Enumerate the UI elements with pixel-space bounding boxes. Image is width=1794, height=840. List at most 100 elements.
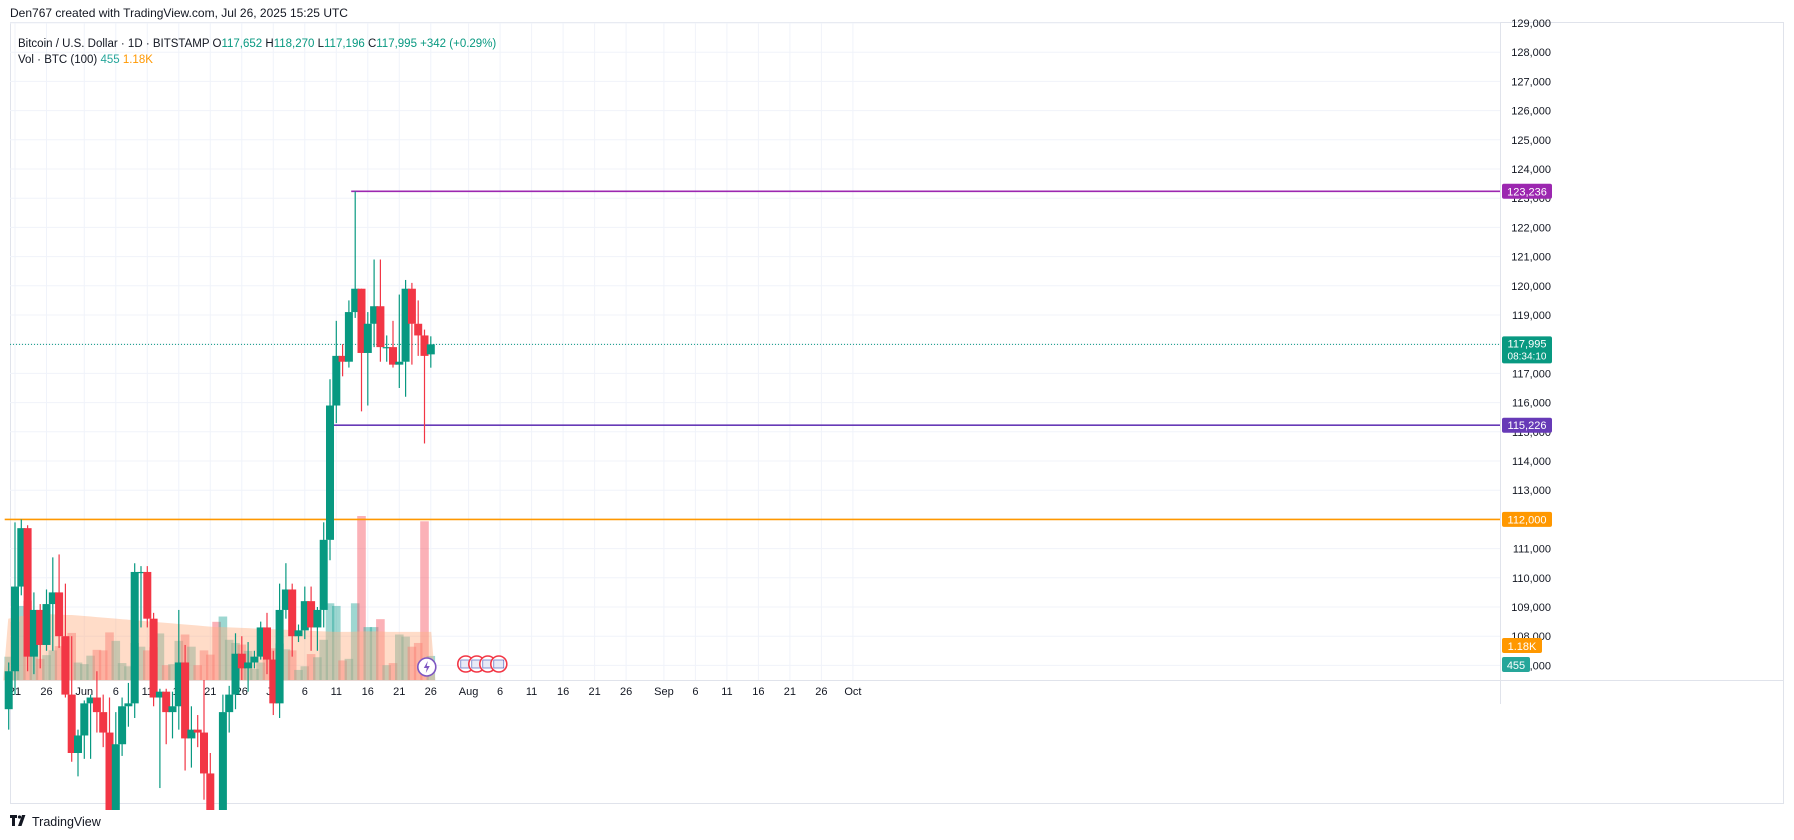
volume-bar bbox=[306, 654, 316, 680]
candle-body[interactable] bbox=[174, 662, 183, 707]
candle-body[interactable] bbox=[67, 694, 76, 753]
candle-body[interactable] bbox=[307, 601, 316, 628]
candle-body[interactable] bbox=[382, 347, 391, 349]
volume-bar bbox=[382, 665, 391, 680]
candle-body[interactable] bbox=[111, 744, 120, 810]
candle-body[interactable] bbox=[426, 344, 435, 355]
candle-body[interactable] bbox=[149, 618, 158, 698]
candle-body[interactable] bbox=[48, 592, 57, 605]
candle-body[interactable] bbox=[86, 697, 95, 704]
x-axis-tick-label: 21 bbox=[784, 686, 796, 698]
candle-body[interactable] bbox=[275, 609, 284, 704]
x-axis-tick-label: 26 bbox=[425, 686, 437, 698]
legend-volume-label[interactable]: Vol · BTC (100) bbox=[18, 54, 98, 66]
candle-body[interactable] bbox=[294, 630, 303, 637]
candle-body[interactable] bbox=[414, 323, 423, 336]
candle-body[interactable] bbox=[181, 662, 190, 739]
legend-volume-value: 455 bbox=[100, 54, 120, 66]
volume-bar bbox=[369, 627, 379, 680]
candle-body[interactable] bbox=[105, 732, 114, 810]
candle-body[interactable] bbox=[74, 735, 82, 753]
candle-body[interactable] bbox=[17, 528, 26, 587]
candle-body[interactable] bbox=[36, 609, 45, 645]
volume-bar bbox=[294, 669, 303, 680]
candle-body[interactable] bbox=[288, 589, 297, 637]
candle-body[interactable] bbox=[332, 355, 341, 406]
candle-body[interactable] bbox=[206, 773, 215, 810]
x-axis-tick-label: 11 bbox=[526, 686, 537, 698]
candle-body[interactable] bbox=[344, 312, 353, 362]
volume-bar bbox=[17, 605, 26, 680]
candle-body[interactable] bbox=[363, 323, 372, 353]
candle-body[interactable] bbox=[244, 662, 253, 669]
candle-body[interactable] bbox=[389, 347, 397, 365]
candle-body[interactable] bbox=[130, 571, 139, 704]
candle-body[interactable] bbox=[124, 703, 133, 707]
candle-body[interactable] bbox=[143, 571, 152, 619]
y-axis-tick-label: 109,000 bbox=[1511, 602, 1551, 614]
candle-body[interactable] bbox=[61, 636, 70, 695]
candle-body[interactable] bbox=[193, 729, 202, 733]
x-axis-tick-label: 16 bbox=[557, 686, 569, 698]
candle-body[interactable] bbox=[237, 653, 246, 669]
y-axis-tick-label: 127,000 bbox=[1511, 76, 1551, 88]
candle-body[interactable] bbox=[200, 732, 208, 774]
y-axis-tick-label: 129,000 bbox=[1511, 18, 1551, 30]
candle-body[interactable] bbox=[92, 697, 101, 713]
price-chart[interactable]: 2126Jun611162126Jul611162126Aug611162126… bbox=[0, 0, 1794, 810]
candle-body[interactable] bbox=[326, 405, 334, 540]
candle-body[interactable] bbox=[42, 604, 51, 645]
candle-body[interactable] bbox=[80, 703, 89, 736]
volume-bar bbox=[42, 655, 51, 680]
candle-body[interactable] bbox=[168, 706, 177, 713]
candle-body[interactable] bbox=[218, 712, 227, 810]
candle-body[interactable] bbox=[338, 355, 347, 362]
tradingview-footer[interactable]: TradingView bbox=[10, 814, 101, 829]
volume-bar bbox=[388, 663, 398, 680]
volume-bar bbox=[395, 634, 404, 680]
candle-body[interactable] bbox=[137, 571, 145, 574]
candle-body[interactable] bbox=[256, 627, 265, 657]
candle-body[interactable] bbox=[351, 288, 360, 313]
volume-bar bbox=[338, 660, 347, 680]
candle-body[interactable] bbox=[401, 288, 410, 362]
candle-body[interactable] bbox=[269, 659, 278, 704]
candle-body[interactable] bbox=[99, 712, 108, 733]
candle-body[interactable] bbox=[395, 361, 404, 365]
candle-body[interactable] bbox=[300, 601, 309, 631]
candle-body[interactable] bbox=[11, 586, 19, 672]
candle-body[interactable] bbox=[187, 729, 196, 739]
candle-body[interactable] bbox=[225, 694, 234, 713]
volume-ma-badge-bg bbox=[1502, 638, 1542, 653]
level-price-badge-bg bbox=[1502, 417, 1552, 433]
volume-value-badge: 455 bbox=[1507, 660, 1525, 672]
volume-bar bbox=[357, 516, 366, 680]
candle-body[interactable] bbox=[376, 306, 385, 348]
candle-body[interactable] bbox=[23, 528, 32, 657]
legend-low-label: L bbox=[317, 38, 325, 50]
volume-bar bbox=[199, 650, 209, 680]
candle-body[interactable] bbox=[4, 671, 13, 710]
candle-body[interactable] bbox=[420, 335, 429, 356]
legend-symbol[interactable]: Bitcoin / U.S. Dollar · 1D · BITSTAMP bbox=[18, 38, 210, 50]
x-axis-tick-label: 6 bbox=[497, 686, 503, 698]
candle-body[interactable] bbox=[319, 539, 328, 610]
candle-body[interactable] bbox=[231, 653, 240, 695]
candle-body[interactable] bbox=[281, 589, 290, 610]
candle-body[interactable] bbox=[263, 627, 271, 660]
volume-bar bbox=[124, 666, 133, 680]
candle-body[interactable] bbox=[155, 691, 164, 698]
candle-body[interactable] bbox=[55, 592, 64, 637]
volume-bar bbox=[105, 632, 114, 680]
candle-body[interactable] bbox=[357, 288, 366, 353]
candle-body[interactable] bbox=[29, 609, 38, 657]
candle-body[interactable] bbox=[162, 691, 171, 713]
candle-body[interactable] bbox=[407, 288, 416, 324]
volume-bar bbox=[401, 636, 410, 680]
candle-body[interactable] bbox=[370, 306, 379, 324]
flag-icon-fill bbox=[493, 659, 505, 669]
candle-body[interactable] bbox=[118, 706, 127, 745]
candle-body[interactable] bbox=[313, 609, 322, 628]
volume-bar bbox=[313, 657, 322, 680]
candle-body[interactable] bbox=[250, 656, 259, 663]
